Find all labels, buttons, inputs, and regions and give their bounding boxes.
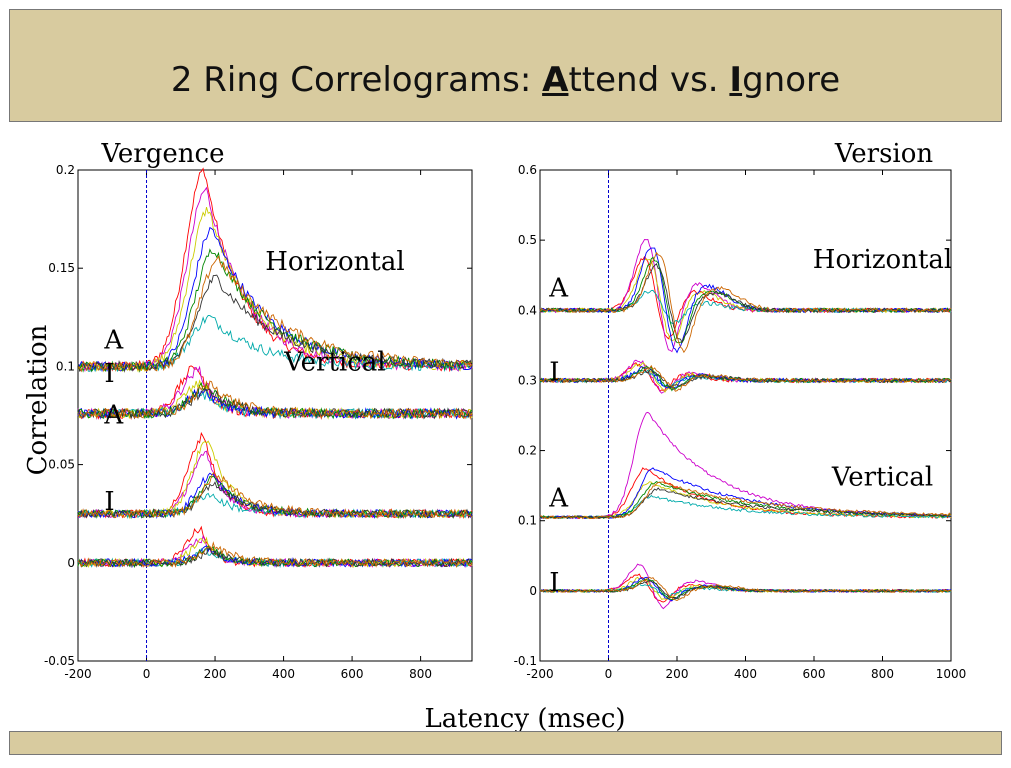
- y-tick-label: 0.15: [48, 261, 75, 275]
- title-ignore-letter: I: [729, 60, 743, 100]
- y-axis-label: Correlation: [23, 324, 53, 475]
- y-tick-label: 0: [67, 556, 75, 570]
- x-tick-label: 400: [734, 667, 757, 681]
- series-line-horizontal-i: [77, 387, 473, 420]
- series-line-vertical-a: [539, 481, 952, 520]
- x-tick-label: 600: [803, 667, 826, 681]
- y-tick-label: 0.3: [518, 373, 537, 387]
- series-line-horizontal-a: [77, 255, 473, 373]
- series-line-horizontal-i: [77, 380, 473, 421]
- series-line-horizontal-i: [539, 364, 952, 392]
- component-label: Vertical: [283, 347, 385, 377]
- y-tick-label: 0: [529, 584, 537, 598]
- series-line-vertical-a: [77, 431, 473, 519]
- component-label: Horizontal: [813, 245, 952, 275]
- title-attend-letter: A: [542, 60, 569, 100]
- condition-label: I: [104, 359, 114, 389]
- component-label: Horizontal: [265, 247, 404, 277]
- condition-label: I: [549, 357, 559, 387]
- series-line-vertical-i: [539, 573, 952, 603]
- y-tick-label: 0.05: [48, 458, 75, 472]
- title-prefix: 2 Ring Correlograms:: [170, 60, 543, 100]
- x-tick-label: -200: [64, 667, 91, 681]
- title-middle: ttend vs.: [568, 60, 730, 100]
- component-label: Vertical: [831, 463, 933, 493]
- condition-label: A: [548, 273, 569, 303]
- x-axis-label: Latency (msec): [424, 704, 625, 734]
- series-line-horizontal-i: [539, 361, 952, 393]
- chart-vergence: -200 0 200 400 600 800 -0.05 0 0.05 0.1 0.15 0.2 Hor…: [23, 139, 473, 681]
- series-line-vertical-a: [77, 472, 473, 520]
- y-tick-label: 0.6: [518, 163, 537, 177]
- x-tick-label: -200: [526, 667, 553, 681]
- condition-label: A: [103, 400, 124, 430]
- y-tick-label: -0.1: [514, 654, 537, 668]
- condition-label: I: [549, 568, 559, 598]
- condition-label: A: [548, 484, 569, 514]
- condition-label: A: [103, 326, 124, 356]
- y-tick-label: 0.4: [518, 303, 537, 317]
- y-tick-label: 0.1: [518, 514, 537, 528]
- x-tick-label: 800: [871, 667, 894, 681]
- series-line-vertical-a: [539, 487, 952, 520]
- bottom-bar: [9, 731, 1002, 755]
- series-line-vertical-i: [539, 576, 952, 600]
- series-line-horizontal-a: [77, 206, 473, 373]
- chart-version: -200 0 200 400 600 800 1000 -0.1 0 0.1 0.2 0.3 0.4 0.…: [514, 139, 967, 681]
- y-tick-label: 0.2: [56, 163, 75, 177]
- y-tick-label: 0.2: [518, 444, 537, 458]
- y-tick-label: -0.05: [44, 654, 75, 668]
- condition-label: I: [104, 487, 114, 517]
- x-tick-label: 0: [143, 667, 151, 681]
- series-line-vertical-i: [77, 546, 473, 569]
- series-line-vertical-i: [539, 563, 952, 610]
- series-line-horizontal-a: [539, 251, 952, 354]
- y-tick-label: 0.1: [56, 359, 75, 373]
- x-tick-label: 1000: [936, 667, 967, 681]
- series-line-horizontal-a: [77, 186, 473, 373]
- series-line-horizontal-a: [539, 263, 952, 344]
- series-line-vertical-i: [539, 576, 952, 602]
- x-tick-label: 600: [341, 667, 364, 681]
- series-line-horizontal-a: [77, 274, 473, 373]
- series-line-vertical-i: [77, 541, 473, 568]
- chart-title: Version: [834, 139, 934, 169]
- x-tick-label: 400: [272, 667, 295, 681]
- x-tick-label: 0: [605, 667, 613, 681]
- title-suffix: gnore: [742, 60, 841, 100]
- plot-frame: [539, 169, 952, 662]
- slide-title: 2 Ring Correlograms: Attend vs. Ignore: [10, 60, 1001, 100]
- title-bar: 2 Ring Correlograms: Attend vs. Ignore: [9, 9, 1002, 122]
- y-tick-label: 0.5: [518, 233, 537, 247]
- series-line-horizontal-i: [539, 362, 952, 392]
- series-line-horizontal-i: [539, 359, 952, 394]
- chart-title: Vergence: [101, 139, 225, 169]
- x-tick-label: 200: [204, 667, 227, 681]
- x-tick-label: 200: [666, 667, 689, 681]
- x-tick-label: 800: [409, 667, 432, 681]
